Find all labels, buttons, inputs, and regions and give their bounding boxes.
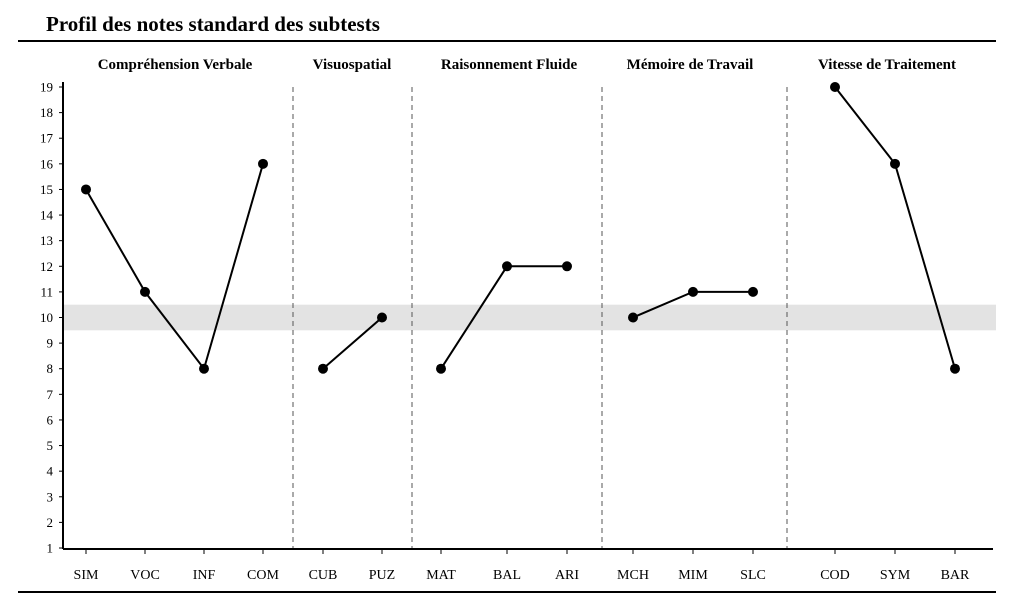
x-tick-label: MIM — [678, 568, 708, 583]
data-point — [890, 158, 900, 169]
y-tick-label: 7 — [47, 387, 54, 402]
series-line — [85, 163, 264, 371]
y-tick-label: 17 — [40, 131, 54, 146]
group-header: Compréhension Verbale — [98, 57, 253, 73]
data-point — [140, 286, 150, 297]
y-tick-label: 16 — [40, 156, 54, 171]
reference-band — [63, 304, 996, 331]
y-tick-label: 8 — [47, 361, 54, 376]
x-tick-label: SIM — [74, 568, 99, 583]
y-tick-label: 13 — [40, 233, 53, 248]
x-tick-label: VOC — [130, 568, 160, 583]
data-point — [562, 261, 572, 272]
x-tick-label: SLC — [740, 568, 766, 583]
y-tick-label: 5 — [47, 438, 54, 453]
data-point — [377, 312, 387, 323]
x-tick-label: BAR — [941, 568, 970, 583]
data-point — [81, 184, 91, 195]
data-point — [748, 286, 758, 297]
y-tick-label: 1 — [47, 541, 54, 556]
y-tick-label: 11 — [40, 284, 53, 299]
series-line — [322, 316, 383, 370]
group-header: Raisonnement Fluide — [441, 57, 578, 73]
x-tick-label: ARI — [555, 568, 579, 583]
data-point — [502, 261, 512, 272]
x-tick-label: MAT — [426, 568, 456, 583]
y-tick-label: 15 — [40, 182, 53, 197]
data-point — [318, 363, 328, 374]
y-tick-label: 18 — [40, 105, 53, 120]
y-tick-label: 3 — [47, 489, 54, 504]
x-tick-label: PUZ — [369, 568, 395, 583]
chart-title: Profil des notes standard des subtests — [46, 12, 380, 36]
data-point — [688, 286, 698, 297]
group-header: Visuospatial — [313, 57, 392, 73]
x-tick-label: MCH — [617, 568, 649, 583]
x-tick-label: COM — [247, 568, 279, 583]
y-tick-label: 2 — [47, 515, 54, 530]
data-point — [199, 363, 209, 374]
data-point — [950, 363, 960, 374]
data-point — [436, 363, 446, 374]
data-point — [628, 312, 638, 323]
x-tick-label: BAL — [493, 568, 521, 583]
group-header: Vitesse de Traitement — [818, 57, 956, 73]
y-tick-label: 6 — [47, 412, 54, 427]
x-tick-label: SYM — [880, 568, 911, 583]
y-tick-label: 9 — [47, 336, 54, 351]
y-tick-label: 12 — [40, 259, 53, 274]
y-tick-label: 14 — [40, 208, 54, 223]
x-tick-label: CUB — [309, 568, 338, 583]
data-point — [258, 158, 268, 169]
y-tick-label: 4 — [47, 464, 54, 479]
x-tick-label: COD — [820, 568, 850, 583]
x-tick-label: INF — [193, 568, 216, 583]
y-tick-label: 10 — [40, 310, 53, 325]
y-tick-label: 19 — [40, 80, 53, 95]
data-point — [830, 82, 840, 92]
group-header: Mémoire de Travail — [627, 57, 754, 73]
